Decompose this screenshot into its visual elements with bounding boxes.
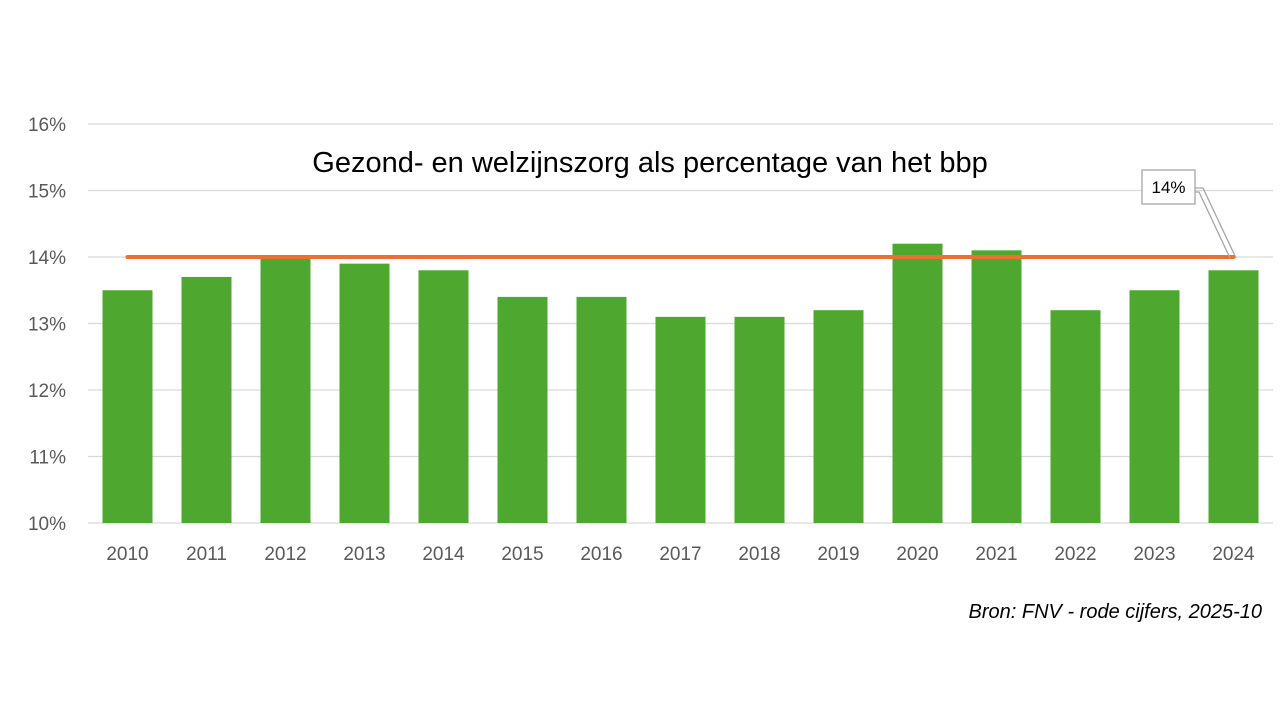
bar-2020 <box>892 243 943 523</box>
callout-label: 14% <box>1151 178 1185 197</box>
x-tick-label: 2010 <box>106 544 148 565</box>
bar-2011 <box>181 276 232 523</box>
x-tick-label: 2022 <box>1054 544 1096 565</box>
y-axis-ticks: 10% 11% 12% 13% 14% 15% 16% <box>28 115 66 535</box>
bar-2019 <box>813 310 864 523</box>
bar-2012 <box>260 257 311 523</box>
bar-2013 <box>339 263 390 523</box>
chart-title: Gezond- en welzijnszorg als percentage v… <box>312 147 987 179</box>
x-tick-label: 2020 <box>896 544 938 565</box>
x-tick-label: 2012 <box>264 544 306 565</box>
bar-2018 <box>734 316 785 523</box>
y-tick-label: 11% <box>29 448 66 469</box>
bar-2014 <box>418 270 469 523</box>
bar-2021 <box>971 250 1022 523</box>
x-tick-label: 2024 <box>1212 544 1255 565</box>
y-tick-label: 16% <box>28 115 66 136</box>
bar-2010 <box>102 290 153 523</box>
x-tick-label: 2023 <box>1133 544 1175 565</box>
y-tick-label: 10% <box>28 514 66 535</box>
x-tick-label: 2014 <box>422 544 465 565</box>
y-tick-label: 13% <box>28 315 66 336</box>
bar-2024 <box>1208 270 1259 523</box>
data-label-callout: 14% <box>1141 169 1237 259</box>
x-tick-label: 2017 <box>659 544 701 565</box>
x-tick-label: 2015 <box>501 544 543 565</box>
x-tick-label: 2021 <box>975 544 1017 565</box>
callout-box <box>1141 169 1196 205</box>
y-tick-label: 14% <box>28 248 66 269</box>
x-tick-label: 2019 <box>817 544 859 565</box>
x-axis-ticks: 2010 2011 2012 2013 2014 2015 2016 2017 2018 2019… <box>106 544 1255 565</box>
bar-2017 <box>655 316 706 523</box>
x-tick-label: 2018 <box>738 544 780 565</box>
bar-2015 <box>497 296 548 523</box>
y-tick-label: 15% <box>28 182 66 203</box>
x-tick-label: 2011 <box>186 544 227 565</box>
x-tick-label: 2016 <box>580 544 622 565</box>
x-tick-label: 2013 <box>343 544 385 565</box>
bars <box>102 243 1259 523</box>
callout-leader <box>1195 187 1237 259</box>
bar-2023 <box>1129 290 1180 523</box>
bar-2016 <box>576 296 627 523</box>
source-note: Bron: FNV - rode cijfers, 2025-10 <box>969 601 1262 623</box>
y-tick-label: 12% <box>28 381 66 402</box>
bar-2022 <box>1050 310 1101 523</box>
